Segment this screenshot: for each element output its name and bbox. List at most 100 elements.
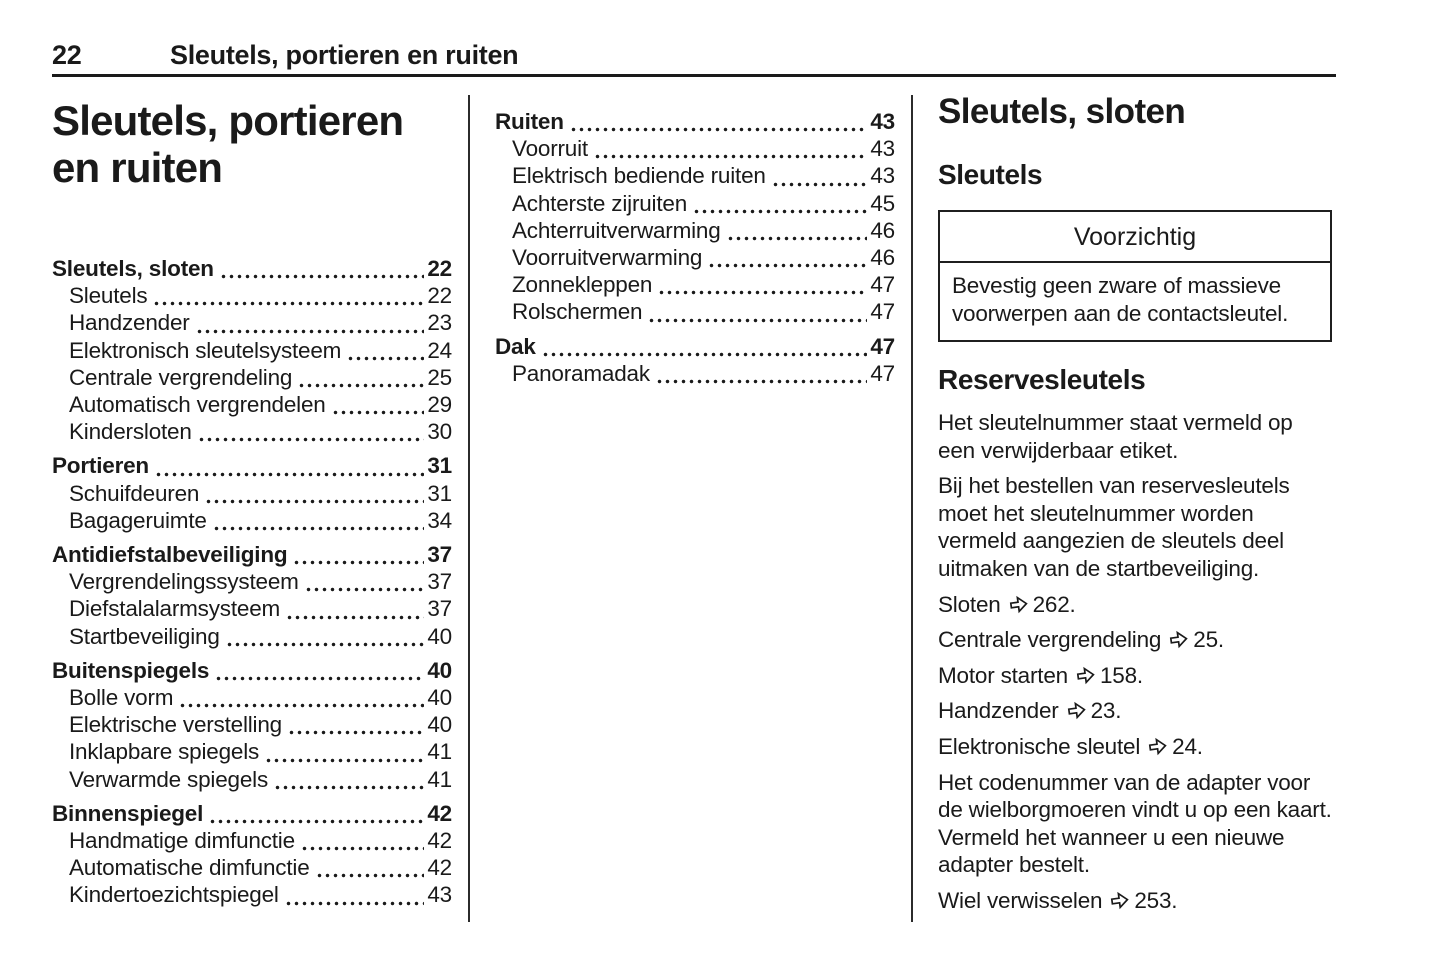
page-reference-line: Handzender 23. — [938, 697, 1334, 725]
page-reference-text: Handzender — [938, 698, 1059, 724]
toc-entry: Handzender 23 — [52, 309, 452, 336]
toc-entry-page: 47 — [870, 360, 895, 386]
reservesleutels-heading: Reservesleutels — [938, 364, 1146, 395]
toc-entry-label: Automatisch vergrendelen — [69, 392, 326, 418]
toc-entry-label: Zonnekleppen — [512, 272, 653, 298]
page-reference-text: Motor starten — [938, 662, 1068, 688]
page-reference-line: Elektronische sleutel 24. — [938, 733, 1334, 761]
dotted-leader — [226, 641, 425, 647]
dotted-leader — [210, 819, 425, 825]
toc-entry-label: Voorruit — [512, 136, 588, 162]
dotted-leader — [299, 383, 425, 389]
toc-entry-page: 47 — [870, 299, 895, 325]
toc-entry-label: Antidiefstalbeveiliging — [52, 542, 288, 568]
dotted-leader — [294, 560, 425, 566]
toc-entry-label: Buitenspiegels — [52, 657, 210, 683]
toc-entry: Dak 47 — [495, 333, 895, 360]
toc-entry-label: Handzender — [69, 310, 190, 336]
body-paragraph: Het sleutelnummer staat vermeld op een v… — [938, 410, 1293, 463]
toc-entry-page: 43 — [427, 882, 452, 908]
dotted-leader — [301, 846, 425, 852]
toc-entry-page: 42 — [427, 800, 452, 826]
toc-entry: Ruiten 43 — [495, 108, 895, 135]
toc-entry-label: Vergrendelingssysteem — [69, 569, 299, 595]
toc-entry: Startbeveiliging 40 — [52, 623, 452, 650]
toc-entry: Centrale vergrendeling 25 — [52, 364, 452, 391]
page-reference-number: 23. — [1090, 698, 1122, 724]
column-left: Sleutels, portieren en ruiten Sleutels, … — [52, 95, 452, 923]
page-reference-number: 262. — [1032, 591, 1076, 617]
toc-entry: Voorruitverwarming 46 — [495, 244, 895, 271]
toc-entry-label: Handmatige dimfunctie — [69, 828, 295, 854]
dotted-leader — [709, 263, 868, 269]
toc-entry-label: Dak — [495, 333, 536, 359]
toc-entry: Automatisch vergrendelen 29 — [52, 391, 452, 418]
running-chapter-title: Sleutels, portieren en ruiten — [170, 40, 519, 70]
toc-entry: Bagageruimte 34 — [52, 507, 452, 534]
toc-entry-label: Diefstalalarmsysteem — [69, 596, 281, 622]
dotted-leader — [155, 471, 425, 477]
content-columns: Sleutels, portieren en ruiten Sleutels, … — [52, 92, 1334, 923]
toc-entry-page: 40 — [427, 623, 452, 649]
toc-entry-page: 31 — [427, 480, 452, 506]
toc-entry: Rolschermen 47 — [495, 298, 895, 325]
toc-entry: Binnenspiegel 42 — [52, 800, 452, 827]
page-ref-arrow-icon — [1111, 891, 1130, 910]
toc-entry-page: 24 — [427, 337, 452, 363]
toc-entry-label: Kindertoezichtspiegel — [69, 882, 279, 908]
toc-entry-page: 29 — [427, 392, 452, 418]
caution-box-title: Voorzichtig — [940, 212, 1330, 263]
toc-entry-page: 42 — [427, 855, 452, 881]
toc-entry-page: 40 — [427, 712, 452, 738]
toc-entry: Buitenspiegels 40 — [52, 657, 452, 684]
toc-entry: Inklapbare spiegels 41 — [52, 738, 452, 765]
page-ref-arrow-icon — [1009, 595, 1028, 613]
toc-entry-label: Automatische dimfunctie — [69, 855, 310, 881]
toc-entry-label: Centrale vergrendeling — [69, 364, 293, 390]
page-ref-arrow-icon — [1149, 737, 1167, 756]
toc-entry: Voorruit 43 — [495, 135, 895, 162]
toc-entry-page: 22 — [427, 283, 452, 309]
page-reference-line: Centrale vergrendeling 25. — [938, 626, 1334, 654]
dotted-leader — [542, 351, 868, 357]
toc-entry-label: Kindersloten — [69, 419, 192, 445]
toc-entry-page: 46 — [870, 245, 895, 271]
toc-entry-label: Achterste zijruiten — [512, 190, 688, 216]
dotted-leader — [348, 355, 425, 361]
column-right: Sleutels, sloten Sleutels Voorzichtig Be… — [938, 92, 1334, 923]
toc-entry: Portieren 31 — [52, 452, 452, 479]
toc-entry-page: 40 — [427, 657, 452, 683]
toc-entry: Kindertoezichtspiegel 43 — [52, 881, 452, 908]
toc-entry-page: 47 — [870, 333, 895, 359]
dotted-leader — [275, 784, 425, 790]
toc-entry: Panoramadak 47 — [495, 360, 895, 387]
toc-entry-label: Elektronisch sleutelsysteem — [69, 337, 342, 363]
subsection-title: Sleutels — [938, 159, 1043, 190]
toc-entry-label: Startbeveiliging — [69, 623, 220, 649]
toc-entry: Verwarmde spiegels 41 — [52, 766, 452, 793]
chapter-heading: Sleutels, portieren en ruiten — [52, 97, 404, 191]
page-reference-line: Sloten 262. — [938, 591, 1334, 619]
toc-entry-page: 23 — [427, 310, 452, 336]
toc-entry: Automatische dimfunctie 42 — [52, 854, 452, 881]
dotted-leader — [198, 437, 425, 443]
dotted-leader — [216, 676, 425, 682]
toc-entry-label: Sleutels, sloten — [52, 256, 214, 281]
dotted-leader — [694, 208, 868, 214]
page-ref-arrow-icon — [1170, 631, 1188, 649]
dotted-leader — [305, 587, 425, 593]
section-title: Sleutels, sloten — [938, 92, 1186, 131]
toc-entry: Bolle vorm 40 — [52, 684, 452, 711]
toc-entry-page: 41 — [427, 766, 452, 792]
toc-entry-page: 45 — [870, 190, 895, 216]
toc-entry-label: Portieren — [52, 453, 149, 479]
toc-list-middle: Ruiten 43 Voorruit 43 Elektrisch bediende ru… — [495, 108, 895, 387]
page-reference-text: Sloten — [938, 591, 1001, 617]
toc-entry-label: Rolschermen — [512, 299, 643, 325]
toc-entry-label: Binnenspiegel — [52, 800, 204, 826]
column-divider — [911, 95, 913, 922]
toc-entry: Zonnekleppen 47 — [495, 271, 895, 298]
toc-entry-page: 30 — [427, 419, 452, 445]
toc-entry: Schuifdeuren 31 — [52, 480, 452, 507]
dotted-leader — [288, 730, 425, 736]
